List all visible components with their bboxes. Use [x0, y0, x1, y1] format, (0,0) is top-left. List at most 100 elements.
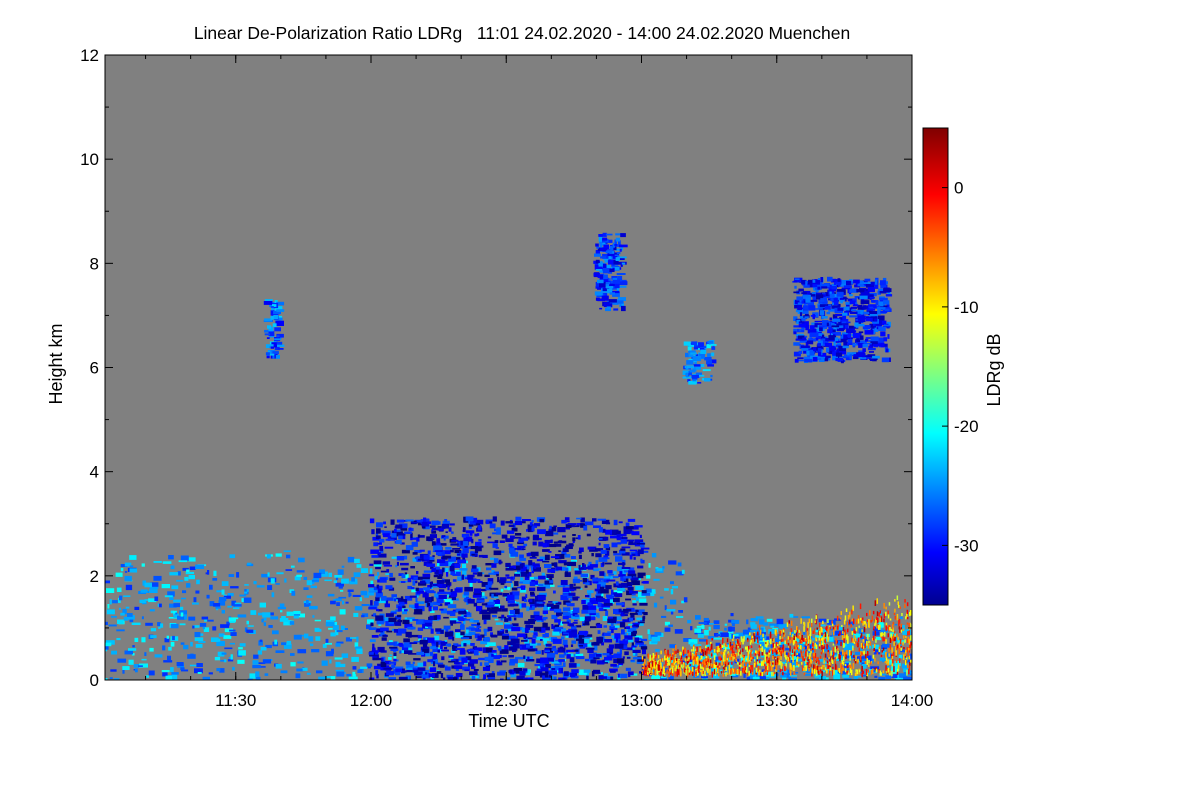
- heatmap-cell: [641, 657, 644, 662]
- heatmap-cell: [377, 646, 385, 653]
- heatmap-cell: [687, 649, 689, 654]
- heatmap-cell: [615, 233, 622, 236]
- heatmap-cell: [487, 536, 492, 539]
- heatmap-cell: [819, 639, 821, 646]
- heatmap-cell: [510, 579, 515, 581]
- heatmap-cell: [734, 640, 737, 644]
- heatmap-cell: [868, 664, 870, 667]
- heatmap-cell: [758, 647, 761, 652]
- heatmap-cell: [598, 236, 604, 242]
- heatmap-cell: [842, 642, 845, 648]
- heatmap-cell: [587, 649, 594, 653]
- heatmap-cell: [807, 635, 810, 639]
- heatmap-cell: [832, 643, 835, 646]
- heatmap-cell: [603, 599, 610, 604]
- heatmap-cell: [431, 641, 436, 645]
- heatmap-cell: [848, 664, 850, 667]
- heatmap-cell: [677, 649, 679, 653]
- heatmap-cell: [551, 605, 560, 609]
- heatmap-cell: [690, 642, 695, 647]
- heatmap-cell: [798, 321, 805, 324]
- heatmap-cell: [471, 538, 474, 544]
- heatmap-cell: [817, 323, 823, 325]
- heatmap-cell: [264, 329, 273, 333]
- heatmap-cell: [585, 647, 595, 650]
- heatmap-cell: [206, 594, 210, 599]
- heatmap-cell: [461, 641, 465, 647]
- heatmap-cell: [691, 341, 698, 347]
- heatmap-cell: [579, 643, 588, 648]
- heatmap-cell: [633, 557, 636, 560]
- heatmap-cell: [876, 652, 879, 655]
- heatmap-cell: [636, 660, 644, 664]
- heatmap-cell: [740, 663, 742, 668]
- heatmap-cell: [780, 674, 787, 678]
- heatmap-cell: [461, 612, 464, 617]
- heatmap-cell: [603, 579, 609, 583]
- heatmap-cell: [683, 638, 692, 642]
- heatmap-cell: [423, 554, 430, 560]
- heatmap-cell: [837, 647, 839, 651]
- heatmap-cell: [223, 637, 226, 639]
- heatmap-cell: [508, 635, 516, 640]
- heatmap-cell: [793, 665, 795, 671]
- heatmap-cell: [578, 630, 588, 636]
- heatmap-cell: [600, 256, 607, 259]
- heatmap-cell: [108, 624, 117, 627]
- heatmap-cell: [220, 659, 225, 662]
- heatmap-cell: [825, 338, 829, 342]
- heatmap-cell: [821, 628, 823, 633]
- heatmap-cell: [699, 647, 701, 652]
- heatmap-cell: [810, 325, 815, 329]
- heatmap-cell: [450, 543, 459, 546]
- heatmap-cell: [508, 615, 512, 621]
- heatmap-cell: [436, 671, 442, 674]
- heatmap-cell: [434, 566, 440, 573]
- heatmap-cell: [815, 678, 822, 680]
- heatmap-cell: [779, 642, 788, 646]
- heatmap-cell: [473, 588, 481, 594]
- heatmap-cell: [726, 657, 729, 661]
- heatmap-cell: [880, 672, 882, 676]
- heatmap-cell: [628, 623, 636, 626]
- heatmap-cell: [603, 244, 609, 250]
- heatmap-cell: [796, 658, 798, 662]
- heatmap-cell: [858, 647, 861, 652]
- heatmap-cell: [638, 609, 645, 612]
- heatmap-cell: [821, 645, 823, 650]
- heatmap-cell: [845, 654, 847, 659]
- heatmap-cell: [869, 296, 875, 299]
- heatmap-cell: [681, 569, 685, 574]
- heatmap-cell: [731, 645, 734, 648]
- heatmap-cell: [889, 670, 891, 676]
- heatmap-cell: [306, 595, 313, 598]
- heatmap-cell: [867, 348, 876, 351]
- heatmap-cell: [809, 633, 811, 640]
- heatmap-cell: [820, 624, 826, 627]
- heatmap-cell: [219, 597, 227, 602]
- heatmap-cell: [792, 616, 799, 618]
- heatmap-cell: [303, 576, 308, 580]
- heatmap-cell: [763, 660, 766, 663]
- heatmap-cell: [732, 653, 735, 657]
- heatmap-cell: [895, 650, 897, 656]
- heatmap-cell: [835, 626, 845, 631]
- heatmap-cell: [285, 569, 293, 571]
- heatmap-cell: [591, 614, 596, 617]
- heatmap-cell: [674, 629, 683, 634]
- heatmap-cell: [375, 670, 379, 676]
- heatmap-cell: [602, 232, 607, 237]
- heatmap-cell: [892, 651, 895, 657]
- heatmap-cell: [414, 557, 423, 560]
- heatmap-cell: [698, 353, 705, 358]
- heatmap-cell: [548, 670, 557, 675]
- heatmap-cell: [487, 642, 496, 646]
- heatmap-cell: [801, 347, 809, 351]
- heatmap-cell: [163, 660, 173, 663]
- heatmap-cell: [522, 668, 528, 672]
- heatmap-cell: [116, 587, 122, 592]
- heatmap-cell: [346, 673, 352, 677]
- heatmap-cell: [793, 640, 795, 644]
- heatmap-cell: [274, 338, 281, 341]
- heatmap-cell: [598, 234, 603, 237]
